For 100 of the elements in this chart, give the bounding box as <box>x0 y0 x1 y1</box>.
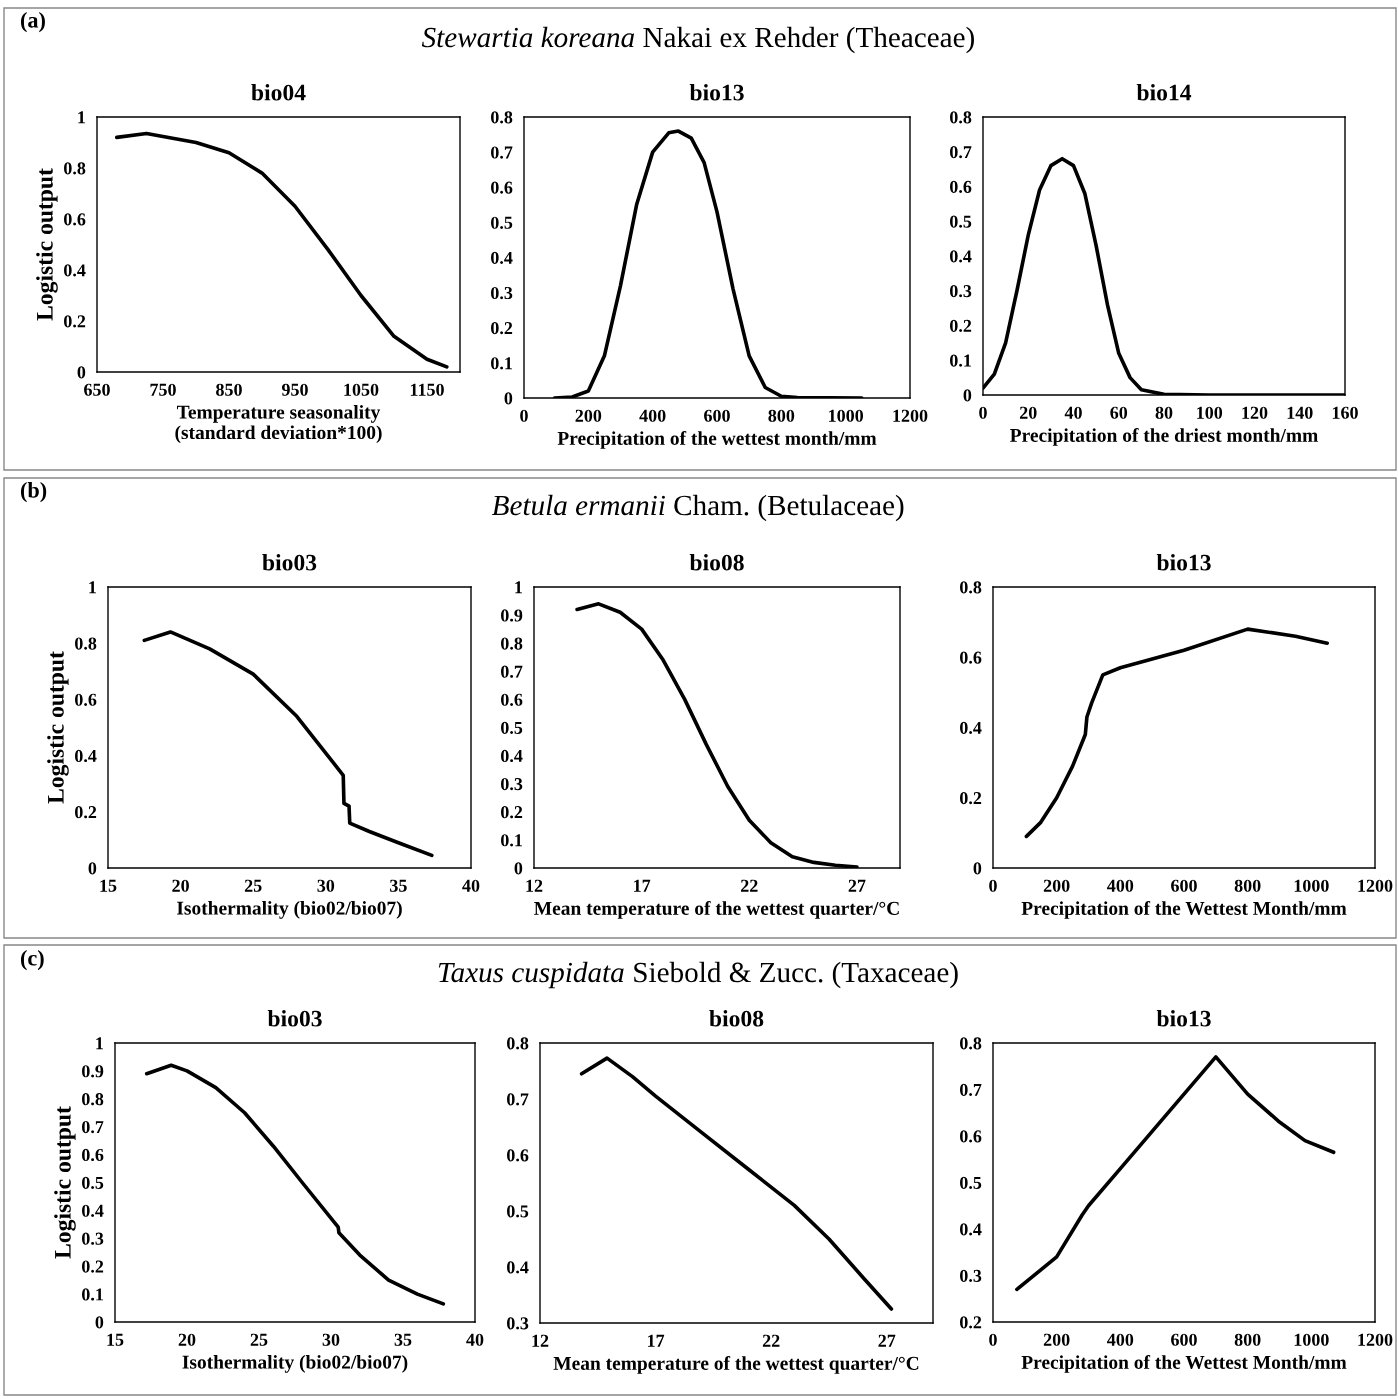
chart-title: bio13 <box>1156 1009 1211 1027</box>
x-tick-label: 22 <box>741 879 758 892</box>
x-axis-title: Temperature seasonality (standard deviation*100) <box>175 405 382 444</box>
x-tick-label: 30 <box>317 879 335 892</box>
x-axis-title: Precipitation of the driest month/mm <box>1010 428 1318 446</box>
x-tick-label: 200 <box>1043 1333 1070 1346</box>
y-tick-label: 1 <box>89 581 96 594</box>
y-tick-label: 0.1 <box>501 834 522 847</box>
x-tick-label: 160 <box>1332 406 1358 419</box>
x-tick-label: 15 <box>107 1333 124 1346</box>
x-tick-label: 1200 <box>1358 879 1393 892</box>
x-tick-label: 750 <box>150 383 176 396</box>
line-series <box>114 131 449 369</box>
x-tick-label: 40 <box>462 879 480 892</box>
x-tick-label: 25 <box>250 1333 268 1346</box>
x-tick-label: 27 <box>848 879 866 892</box>
x-tick-label: 80 <box>1155 406 1173 419</box>
x-tick-label: 20 <box>172 879 189 892</box>
x-tick-label: 800 <box>768 409 795 422</box>
y-tick-label: 0.2 <box>82 1260 104 1273</box>
y-tick-label: 0.1 <box>950 354 971 367</box>
chart-title: bio04 <box>251 83 306 101</box>
y-tick-label: 0.6 <box>950 180 972 194</box>
x-tick-label: 1000 <box>1294 879 1329 892</box>
y-tick-label: 0 <box>95 1316 104 1329</box>
y-tick-label: 0.3 <box>491 286 513 300</box>
chart-title: bio03 <box>267 1009 322 1027</box>
y-axis-title: Logistic output <box>54 1106 76 1259</box>
y-tick-label: 0.6 <box>75 693 97 706</box>
y-tick-label: 0.8 <box>82 1093 104 1106</box>
y-tick-label: 0.3 <box>507 1317 529 1330</box>
y-tick-label: 0.4 <box>64 264 86 277</box>
x-axis-title: Isothermality (bio02/bio07) <box>182 1355 408 1373</box>
y-tick-label: 0.1 <box>82 1288 103 1301</box>
x-tick-label: 600 <box>1171 879 1197 892</box>
y-tick-label: 0.5 <box>950 215 972 228</box>
y-tick-label: 0.4 <box>507 1261 529 1274</box>
x-tick-label: 120 <box>1242 406 1268 419</box>
line-series <box>144 1063 446 1306</box>
text: Siebold & Zucc. (Taxaceae) <box>634 961 958 989</box>
y-tick-label: 0 <box>88 862 97 875</box>
x-axis-title: Precipitation of the Wettest Month/mm <box>1021 1355 1347 1373</box>
y-tick-label: 0.6 <box>507 1149 529 1162</box>
line-series <box>142 630 434 858</box>
y-tick-label: 0.2 <box>75 806 97 819</box>
x-tick-label: 200 <box>575 409 602 422</box>
y-tick-label: 0.4 <box>82 1204 104 1217</box>
y-tick-label: 0 <box>973 862 982 875</box>
y-tick-label: 0 <box>514 862 523 875</box>
x-tick-label: 35 <box>390 879 407 892</box>
x-tick-label: 950 <box>281 383 308 396</box>
y-tick-label: 0.6 <box>501 693 523 706</box>
y-tick-label: 0.6 <box>64 213 86 226</box>
x-tick-label: 1050 <box>344 383 379 396</box>
x-tick-label: 12 <box>532 1334 549 1347</box>
y-tick-label: 0.5 <box>491 216 513 229</box>
text: (a) <box>20 12 45 33</box>
x-tick-label: 60 <box>1110 406 1128 419</box>
x-tick-label: 12 <box>526 879 543 892</box>
y-tick-label: 0.8 <box>64 162 86 175</box>
line-series <box>1015 1055 1336 1292</box>
y-axis-title: Logistic output <box>47 651 69 804</box>
y-tick-label: 0 <box>504 392 513 405</box>
y-tick-label: 0.2 <box>960 792 982 805</box>
y-tick-label: 0 <box>77 366 86 379</box>
y-axis-title: Logistic output <box>36 168 58 321</box>
x-tick-label: 400 <box>1107 879 1134 892</box>
y-tick-label: 0.2 <box>960 1316 982 1329</box>
x-tick-label: 650 <box>84 383 110 396</box>
line-series <box>579 1056 894 1311</box>
x-tick-label: 1150 <box>410 383 444 396</box>
text: Betula ermanii <box>491 494 665 516</box>
x-tick-label: 0 <box>989 879 997 892</box>
y-tick-label: 0.7 <box>950 146 972 159</box>
y-tick-label: 0.6 <box>960 1130 982 1143</box>
y-tick-label: 0.3 <box>950 285 972 298</box>
x-tick-label: 800 <box>1234 1333 1261 1346</box>
x-tick-label: 1000 <box>1294 1333 1329 1346</box>
y-tick-label: 0.2 <box>491 322 513 335</box>
text: Stewartia koreana <box>421 26 635 48</box>
y-tick-label: 0.8 <box>75 637 97 650</box>
y-tick-label: 0.4 <box>960 1223 982 1236</box>
x-axis-title: Isothermality (bio02/bio07) <box>177 901 402 919</box>
chart-title: bio08 <box>689 553 744 571</box>
y-tick-label: 0.5 <box>507 1205 529 1218</box>
x-tick-label: 0 <box>989 1333 997 1346</box>
text: (b) <box>20 482 47 503</box>
x-tick-label: 1000 <box>829 409 864 422</box>
y-tick-label: 0.8 <box>950 111 972 124</box>
x-tick-label: 15 <box>100 879 117 892</box>
y-tick-label: 0.8 <box>507 1037 529 1050</box>
x-tick-label: 35 <box>394 1333 412 1346</box>
x-tick-label: 400 <box>1107 1333 1134 1346</box>
x-tick-label: 40 <box>1064 406 1082 419</box>
text: (c) <box>20 950 44 971</box>
y-tick-label: 0.8 <box>960 1037 982 1050</box>
text: Cham. (Betulaceae) <box>674 494 904 522</box>
chart-title: bio14 <box>1136 83 1192 101</box>
x-axis-title: Precipitation of the Wettest Month/mm <box>1021 901 1347 919</box>
chart-title: bio03 <box>262 553 317 571</box>
